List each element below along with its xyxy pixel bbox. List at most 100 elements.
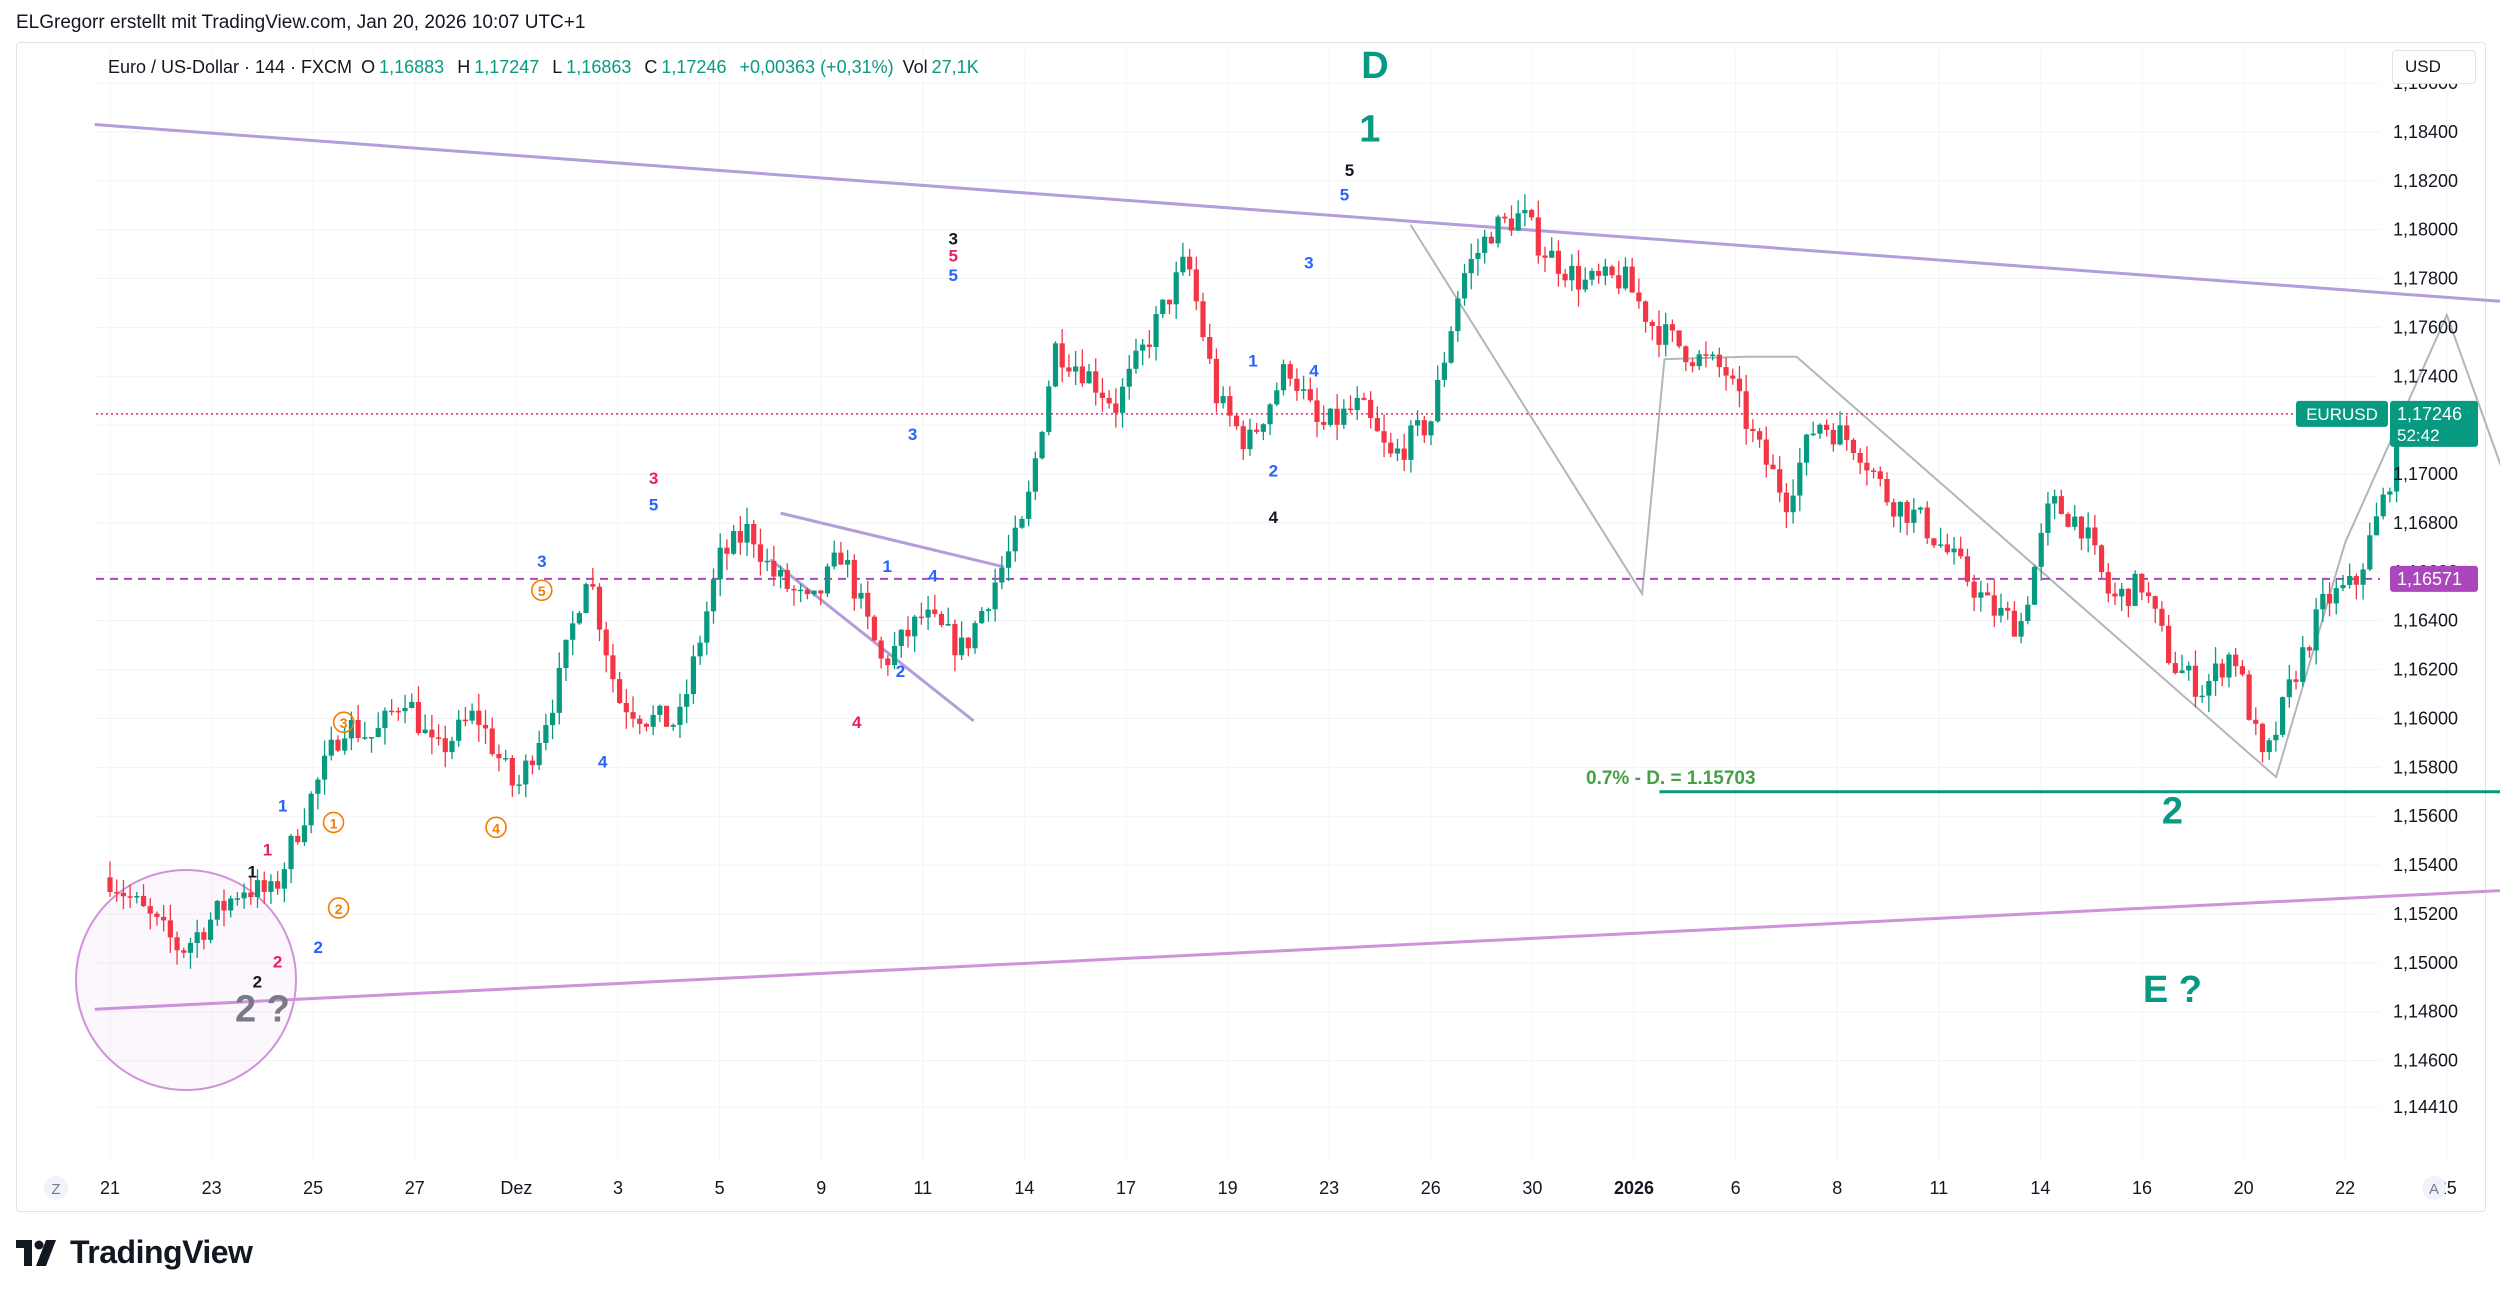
candle-body — [1998, 607, 2004, 616]
candle-body — [1468, 258, 1474, 274]
candle-body — [1582, 279, 1588, 290]
candle-body — [1073, 366, 1079, 372]
wave-label[interactable]: 2 — [335, 901, 343, 917]
wave-label[interactable]: 4 — [1269, 508, 1279, 527]
wave-label[interactable]: 2 ? — [235, 988, 290, 1030]
highlight-circle[interactable] — [75, 869, 297, 1091]
wave-label[interactable]: 3 — [649, 469, 658, 488]
candle-body — [824, 566, 831, 594]
wave-label[interactable]: 4 — [1309, 361, 1319, 380]
candle-body — [1294, 378, 1300, 391]
candle-body — [1140, 344, 1146, 351]
candle-body — [281, 869, 287, 889]
candle-body — [1207, 337, 1213, 359]
eurusd-price-tag[interactable]: EURUSD 1,17246 52:42 — [2296, 400, 2478, 447]
candle-body — [1669, 324, 1676, 331]
wave-label[interactable]: 1 — [883, 557, 892, 576]
candle-body — [2273, 734, 2279, 741]
candle-body — [1904, 501, 1910, 523]
candle-body — [456, 719, 462, 741]
wave-label[interactable]: 2 — [273, 953, 282, 972]
wave-label[interactable]: 1 — [278, 796, 287, 815]
y-tick-label: 1,15600 — [2393, 806, 2458, 826]
wave-label[interactable]: 5 — [1345, 161, 1354, 180]
wave-label[interactable]: 1 — [1248, 352, 1257, 371]
candle-body — [1716, 354, 1722, 368]
y-tick-label: 1,17600 — [2393, 317, 2458, 337]
wave-label[interactable]: 2 — [896, 662, 905, 681]
tradingview-logo[interactable]: TradingView — [16, 1234, 253, 1271]
candle-body — [2206, 681, 2212, 696]
wave-label[interactable]: 3 — [1304, 254, 1313, 273]
wave-label[interactable]: 2 — [1269, 461, 1278, 480]
candle-body — [442, 738, 448, 753]
candle-body — [1622, 266, 1629, 289]
candle-body — [543, 725, 549, 743]
candle-body — [1247, 429, 1253, 450]
projection-path[interactable] — [1409, 224, 2500, 779]
wave-label[interactable]: 1 — [1359, 109, 1380, 151]
candle-body — [2226, 654, 2232, 678]
wave-label[interactable]: 4 — [852, 713, 862, 732]
wave-label[interactable]: 2 — [253, 972, 262, 991]
candle-body — [1435, 379, 1441, 422]
candle-body — [1931, 538, 1937, 546]
triangle-upper-line[interactable] — [94, 123, 2500, 303]
wave-label[interactable]: 3 — [949, 229, 958, 248]
wave-label[interactable]: 4 — [492, 820, 500, 836]
candle-body — [2145, 592, 2152, 597]
wave-label[interactable]: 3 — [340, 715, 348, 731]
candle-body — [999, 567, 1005, 583]
candle-body — [724, 547, 730, 554]
wave-label[interactable]: 2 — [314, 938, 323, 957]
candle-body — [2159, 608, 2165, 626]
symbol-name[interactable]: Euro / US-Dollar · 144 · FXCM — [108, 57, 353, 77]
wave-label[interactable]: 4 — [928, 567, 938, 586]
candle-body — [637, 718, 643, 724]
x-tick-label: 23 — [1319, 1178, 1339, 1198]
candle-body — [1891, 502, 1897, 517]
x-tick-label: 16 — [2132, 1178, 2152, 1198]
candle-body — [1642, 301, 1649, 322]
candle-body — [2058, 496, 2064, 514]
candle-body — [1334, 408, 1340, 425]
wave-label[interactable]: 5 — [538, 583, 546, 599]
level-price-tag[interactable]: 1,16571 — [2390, 565, 2478, 592]
wave-label[interactable]: 1 — [263, 840, 272, 859]
wedge-upper-line[interactable] — [780, 511, 1005, 569]
wave-label[interactable]: 1 — [330, 815, 338, 831]
symbol-info-bar[interactable]: Euro / US-Dollar · 144 · FXCM O 1,16883 H… — [108, 57, 987, 78]
wave-label[interactable]: 5 — [1340, 185, 1349, 204]
candle-body — [945, 624, 951, 626]
wave-label[interactable]: 2 — [2162, 791, 2183, 833]
candle-body — [2286, 679, 2292, 698]
triangle-lower-line[interactable] — [94, 889, 2500, 1011]
close-value: 1,17246 — [661, 57, 727, 77]
wave-label[interactable]: 1 — [248, 862, 257, 881]
wave-label[interactable]: 5 — [949, 266, 958, 285]
x-tick-label: 20 — [2234, 1178, 2254, 1198]
wave-label[interactable]: 3 — [908, 425, 917, 444]
candle-body — [1616, 275, 1622, 289]
candle-body — [1280, 364, 1287, 391]
candle-body — [1153, 314, 1159, 347]
axis-corner-left[interactable]: Z — [44, 1176, 68, 1200]
axis-corner-right[interactable]: A — [2422, 1176, 2446, 1200]
candle-body — [831, 552, 837, 567]
candle-body — [2239, 666, 2245, 675]
wave-label[interactable]: 4 — [598, 752, 608, 771]
candle-body — [1099, 392, 1106, 398]
candle-body — [2387, 491, 2393, 495]
wave-label[interactable]: 5 — [649, 496, 658, 515]
high-label: H — [457, 57, 471, 77]
wave-label[interactable]: E ? — [2143, 969, 2202, 1011]
candle-body — [643, 723, 650, 727]
chart-frame[interactable] — [16, 42, 2486, 1212]
wave-label[interactable]: D — [1361, 45, 1388, 87]
currency-button[interactable]: USD — [2392, 50, 2476, 84]
fib-annotation[interactable]: 0.7% - D. = 1.15703 — [1586, 768, 1756, 789]
candle-body — [1166, 299, 1173, 305]
wave-label[interactable]: 3 — [537, 552, 546, 571]
wave-label[interactable]: 5 — [949, 246, 958, 265]
